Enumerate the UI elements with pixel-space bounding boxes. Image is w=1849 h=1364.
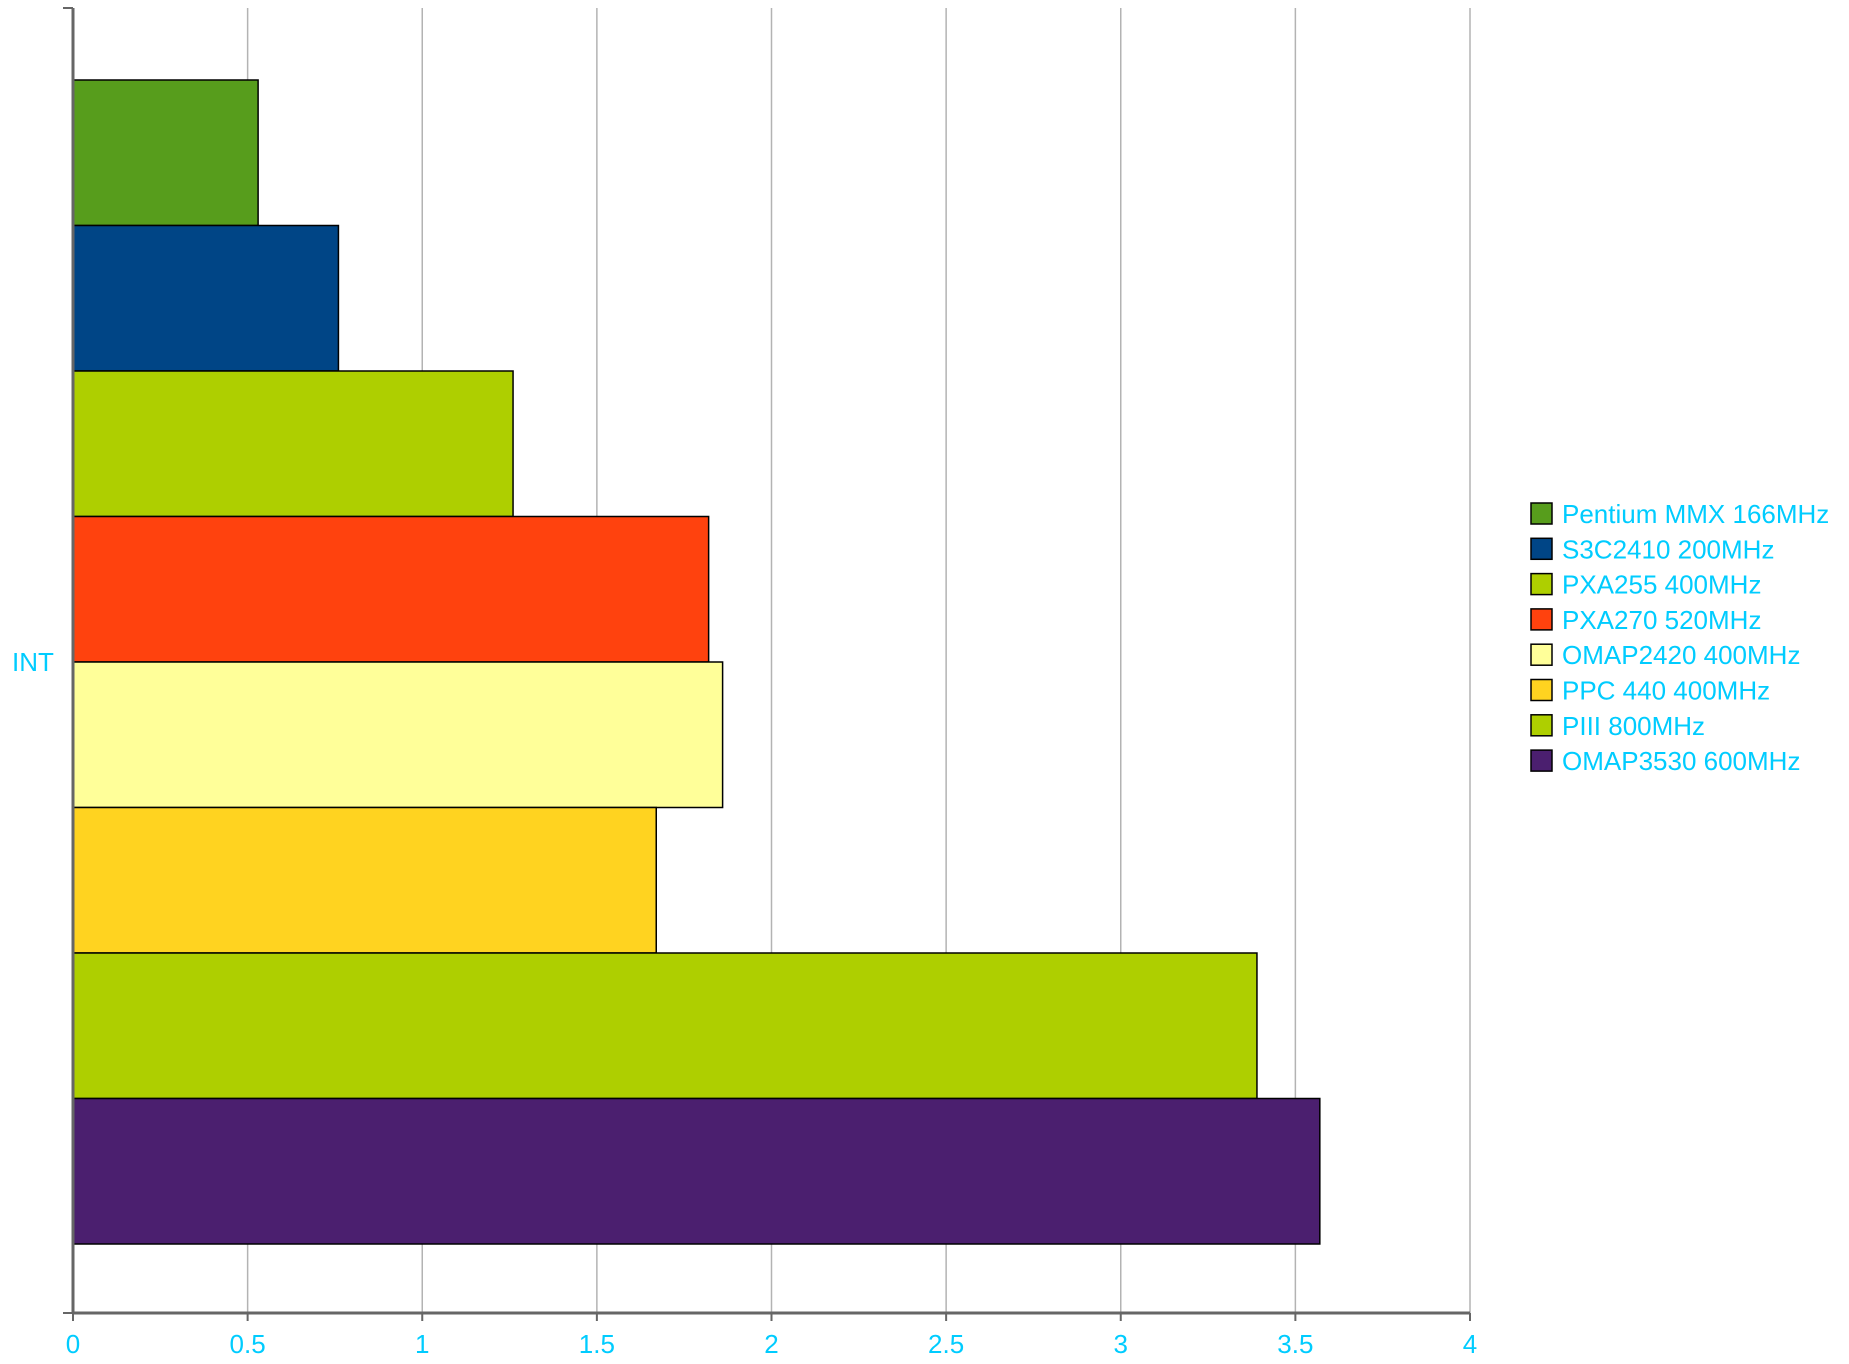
x-tick-label: 4 (1463, 1329, 1477, 1359)
bar (72, 806, 657, 954)
x-tick-label: 0 (66, 1329, 80, 1359)
axis-labels: 0 0.5 1 1.5 2 2.5 3 3.5 4 INT (12, 647, 1477, 1359)
legend-swatch (1530, 678, 1553, 702)
legend-item: PXA270 520MHz (1530, 605, 1761, 635)
legend-swatch (1530, 714, 1553, 737)
legend-item: OMAP3530 600MHz (1530, 746, 1800, 776)
legend-item: S3C2410 200MHz (1530, 534, 1774, 564)
legend-label: OMAP2420 400MHz (1562, 640, 1800, 670)
legend-swatch (1530, 643, 1553, 666)
bar (72, 515, 710, 663)
legend-item: OMAP2420 400MHz (1530, 640, 1800, 670)
legend-item: PIII 800MHz (1530, 711, 1705, 741)
legend-label: PPC 440 400MHz (1562, 676, 1770, 706)
bar (72, 1097, 1321, 1245)
legend: Pentium MMX 166MHz S3C2410 200MHz PXA255 4… (1530, 499, 1829, 776)
x-tick-label: 2 (764, 1329, 778, 1359)
legend-swatch (1530, 537, 1553, 561)
category-label: INT (12, 647, 54, 677)
x-tick-label: 0.5 (230, 1329, 266, 1359)
legend-item: PXA255 400MHz (1530, 570, 1761, 600)
bars (72, 79, 1321, 1245)
bar (72, 224, 340, 372)
bar (72, 370, 514, 518)
legend-swatch (1530, 608, 1553, 631)
legend-item: Pentium MMX 166MHz (1530, 499, 1829, 529)
x-tick-label: 3.5 (1277, 1329, 1313, 1359)
bar (72, 79, 259, 227)
legend-label: PXA270 520MHz (1562, 605, 1761, 635)
legend-label: PXA255 400MHz (1562, 570, 1761, 600)
legend-swatch (1530, 502, 1553, 525)
legend-label: Pentium MMX 166MHz (1562, 499, 1829, 529)
legend-swatch (1530, 572, 1553, 596)
x-tick-label: 3 (1114, 1329, 1128, 1359)
legend-swatch (1530, 749, 1553, 772)
bar (72, 661, 724, 809)
legend-label: PIII 800MHz (1562, 711, 1705, 741)
axes (63, 7, 1471, 1321)
bar (72, 952, 1258, 1100)
x-tick-label: 1.5 (579, 1329, 615, 1359)
legend-label: S3C2410 200MHz (1562, 534, 1774, 564)
legend-label: OMAP3530 600MHz (1562, 746, 1800, 776)
x-tick-label: 2.5 (928, 1329, 964, 1359)
legend-item: PPC 440 400MHz (1530, 676, 1770, 706)
x-tick-label: 1 (415, 1329, 429, 1359)
